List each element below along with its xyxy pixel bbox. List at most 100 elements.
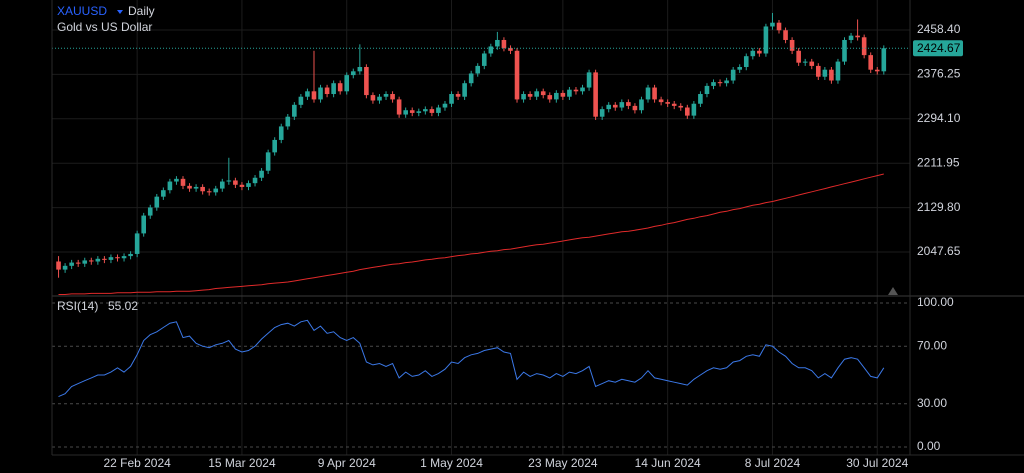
marker-icon (888, 287, 898, 295)
candle-body (364, 66, 369, 96)
candle-body (730, 69, 736, 81)
candle-body (612, 104, 618, 108)
candle-body (423, 109, 428, 112)
candle-body (770, 22, 775, 27)
candle-body (213, 188, 219, 193)
candle-body (829, 69, 834, 81)
candle-body (547, 95, 553, 100)
symbol-dropdown[interactable] (117, 10, 123, 14)
candle-body (717, 82, 723, 84)
candle-body (377, 96, 382, 101)
candle-body (95, 258, 101, 262)
candle-body (62, 265, 68, 270)
candle-body (802, 61, 808, 63)
candle-body (200, 186, 205, 192)
candle-body (331, 83, 336, 95)
candle-body (69, 262, 74, 266)
candle-body (606, 104, 612, 110)
candle-body (822, 69, 828, 77)
candle-body (154, 196, 160, 208)
candle-body (816, 65, 821, 77)
candle-body (560, 92, 566, 97)
candle-body (429, 109, 435, 113)
candle-body (475, 65, 481, 74)
candle-body (593, 72, 598, 117)
candle-body (259, 170, 264, 178)
candle-body (285, 116, 291, 127)
y-tick-label: 30.00 (917, 396, 947, 410)
candle-body (842, 39, 847, 62)
candle-body (481, 53, 487, 66)
x-tick-label: 8 Jul 2024 (745, 456, 801, 470)
interval[interactable]: Daily (128, 4, 155, 18)
y-tick-label: 2294.10 (917, 111, 961, 125)
candle-body (318, 87, 323, 100)
candle-body (416, 111, 422, 113)
x-tick-label: 22 Feb 2024 (103, 456, 171, 470)
candle-body (206, 191, 212, 193)
symbol[interactable]: XAUUSD (57, 4, 107, 18)
candle-body (108, 257, 114, 260)
candle-body (514, 50, 520, 100)
candle-body (311, 91, 317, 100)
candle-body (580, 87, 585, 92)
candle-body (645, 87, 651, 100)
candle-body (455, 94, 461, 97)
y-tick-label: 0.00 (917, 439, 941, 453)
x-tick-label: 9 Apr 2024 (318, 456, 376, 470)
candle-body (233, 180, 238, 185)
candle-body (193, 186, 199, 189)
candle-body (462, 83, 467, 97)
candle-body (501, 39, 507, 49)
rsi-last-value: 55.02 (108, 299, 138, 313)
candle-body (835, 61, 841, 81)
candle-body (488, 46, 494, 54)
candle-body (626, 102, 631, 106)
candle-body (82, 260, 88, 264)
candle-body (436, 107, 441, 113)
candle-body (403, 110, 408, 115)
candle-body (540, 91, 546, 96)
candle-body (874, 69, 880, 72)
candle-body (691, 103, 697, 116)
candle-body (599, 109, 605, 117)
candle-body (147, 207, 153, 216)
candle-body (278, 126, 284, 140)
candle-body (685, 107, 690, 116)
candle-body (573, 89, 579, 92)
marks (52, 12, 910, 398)
candle-body (167, 181, 173, 191)
candle-body (704, 85, 710, 95)
candle-body (246, 183, 251, 187)
candle-body (383, 94, 389, 97)
x-tick-label: 14 Jun 2024 (635, 456, 701, 470)
candle-body (868, 55, 874, 70)
candle-body (357, 66, 363, 72)
candle-body (776, 22, 782, 31)
candle-body (698, 94, 703, 104)
x-tick-label: 15 Mar 2024 (208, 456, 276, 470)
candle-body (881, 48, 887, 72)
candle-body (789, 39, 795, 51)
candle-body (527, 94, 533, 97)
candle-body (102, 258, 107, 260)
candle-body (226, 180, 232, 182)
candle-body (88, 260, 94, 262)
candle-body (508, 48, 513, 51)
candle-body (305, 91, 310, 97)
candle-body (724, 80, 729, 84)
y-tick-label: 2458.40 (917, 22, 961, 36)
candle-body (121, 256, 127, 259)
moving-average-line (58, 173, 884, 295)
candle-body (252, 177, 258, 184)
candle-body (652, 87, 657, 100)
rsi-line (58, 319, 885, 398)
candle-body (468, 73, 474, 84)
candle-body (370, 95, 376, 101)
candle-body (809, 61, 815, 66)
candle-body (678, 105, 684, 108)
candle-body (298, 96, 304, 105)
candle-body (861, 37, 867, 56)
